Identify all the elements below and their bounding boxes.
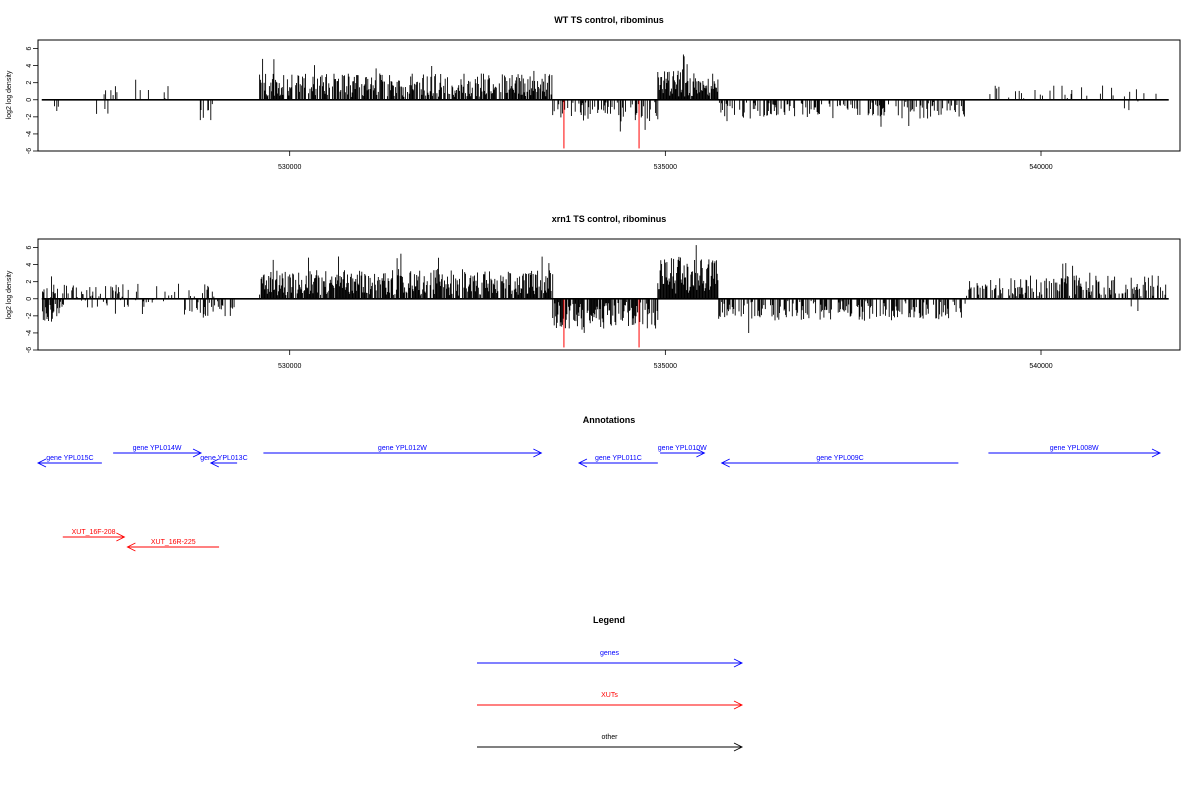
y-tick-label: 0 — [26, 98, 33, 102]
y-tick-label: -4 — [26, 330, 33, 336]
xut-arrow-head — [116, 532, 126, 542]
y-tick-label: 0 — [26, 297, 33, 301]
y-tick-label: -6 — [26, 148, 33, 154]
x-tick-label: 540000 — [1029, 363, 1052, 370]
legend-label: XUTs — [601, 692, 618, 699]
track-panel-xrn1: xrn1 TS control, ribominus log2 log dens… — [6, 214, 1181, 370]
y-tick-label: -2 — [26, 114, 33, 120]
data-bars-wt — [54, 54, 1157, 149]
y-axis-label-wt: log2 log density — [6, 70, 13, 119]
gene-label: gene YPL012W — [378, 445, 427, 452]
xut-label: XUT_16R-225 — [151, 539, 196, 546]
legend-label: genes — [600, 650, 620, 657]
legend: Legend genes XUTs other — [477, 615, 744, 752]
plot-frame-wt — [37, 39, 1181, 152]
gene-arrow-head — [720, 458, 730, 468]
gene-arrow-head — [36, 458, 47, 468]
y-axis-label-xrn1: log2 log density — [6, 270, 13, 319]
gene-arrow-head — [1151, 448, 1162, 458]
y-tick-label: 2 — [26, 81, 33, 85]
gene-label: gene YPL011C — [595, 455, 642, 462]
track-panel-wt: WT TS control, ribominus log2 log densit… — [6, 15, 1181, 171]
legend-label: other — [602, 734, 619, 741]
xut-annotations: XUT_16F-208 XUT_16R-225 — [62, 529, 220, 552]
gene-arrow-head — [209, 458, 220, 468]
y-tick-label: 6 — [26, 245, 33, 249]
annotations-title: Annotations — [583, 415, 636, 425]
data-bars-xrn1 — [42, 245, 1167, 348]
legend-title: Legend — [593, 615, 625, 625]
axes-wt: -6 -4 -2 0 2 4 6 530000 535000 540000 — [26, 46, 1169, 171]
gene-arrow-head — [577, 458, 588, 468]
y-tick-label: 4 — [26, 64, 33, 68]
y-tick-label: 6 — [26, 46, 33, 50]
legend-arrow-head — [733, 658, 744, 668]
legend-arrow-head — [733, 742, 744, 752]
panel-title-wt: WT TS control, ribominus — [554, 15, 664, 25]
y-tick-label: -6 — [26, 347, 33, 353]
gene-arrow-head — [192, 448, 203, 458]
y-tick-label: 2 — [26, 280, 33, 284]
x-tick-label: 530000 — [278, 164, 301, 171]
y-tick-label: 4 — [26, 263, 33, 267]
gene-label: gene YPL014W — [133, 445, 182, 452]
plot-frame-xrn1 — [37, 238, 1181, 351]
y-tick-label: -4 — [26, 131, 33, 137]
gene-label: gene YPL010W — [658, 445, 707, 452]
x-tick-label: 540000 — [1029, 164, 1052, 171]
legend-arrow-head — [733, 700, 744, 710]
x-tick-label: 535000 — [654, 164, 677, 171]
axes-xrn1: -6 -4 -2 0 2 4 6 530000 535000 540000 — [26, 245, 1169, 370]
panel-title-xrn1: xrn1 TS control, ribominus — [552, 214, 667, 224]
xut-arrow-head — [126, 542, 136, 552]
gene-annotations: gene YPL015C gene YPL014W gene YPL013C gene… — [36, 445, 1162, 468]
gene-label: gene YPL009C — [816, 455, 863, 462]
gene-label: gene YPL008W — [1050, 445, 1099, 452]
gene-arrow-head — [696, 448, 706, 458]
gene-label: gene YPL015C — [46, 455, 93, 462]
gene-label: gene YPL013C — [200, 455, 247, 462]
legend-items: genes XUTs other — [477, 650, 744, 752]
x-tick-label: 535000 — [654, 363, 677, 370]
xut-label: XUT_16F-208 — [72, 529, 116, 536]
x-tick-label: 530000 — [278, 363, 301, 370]
y-tick-label: -2 — [26, 313, 33, 319]
gene-arrow-head — [533, 448, 543, 458]
